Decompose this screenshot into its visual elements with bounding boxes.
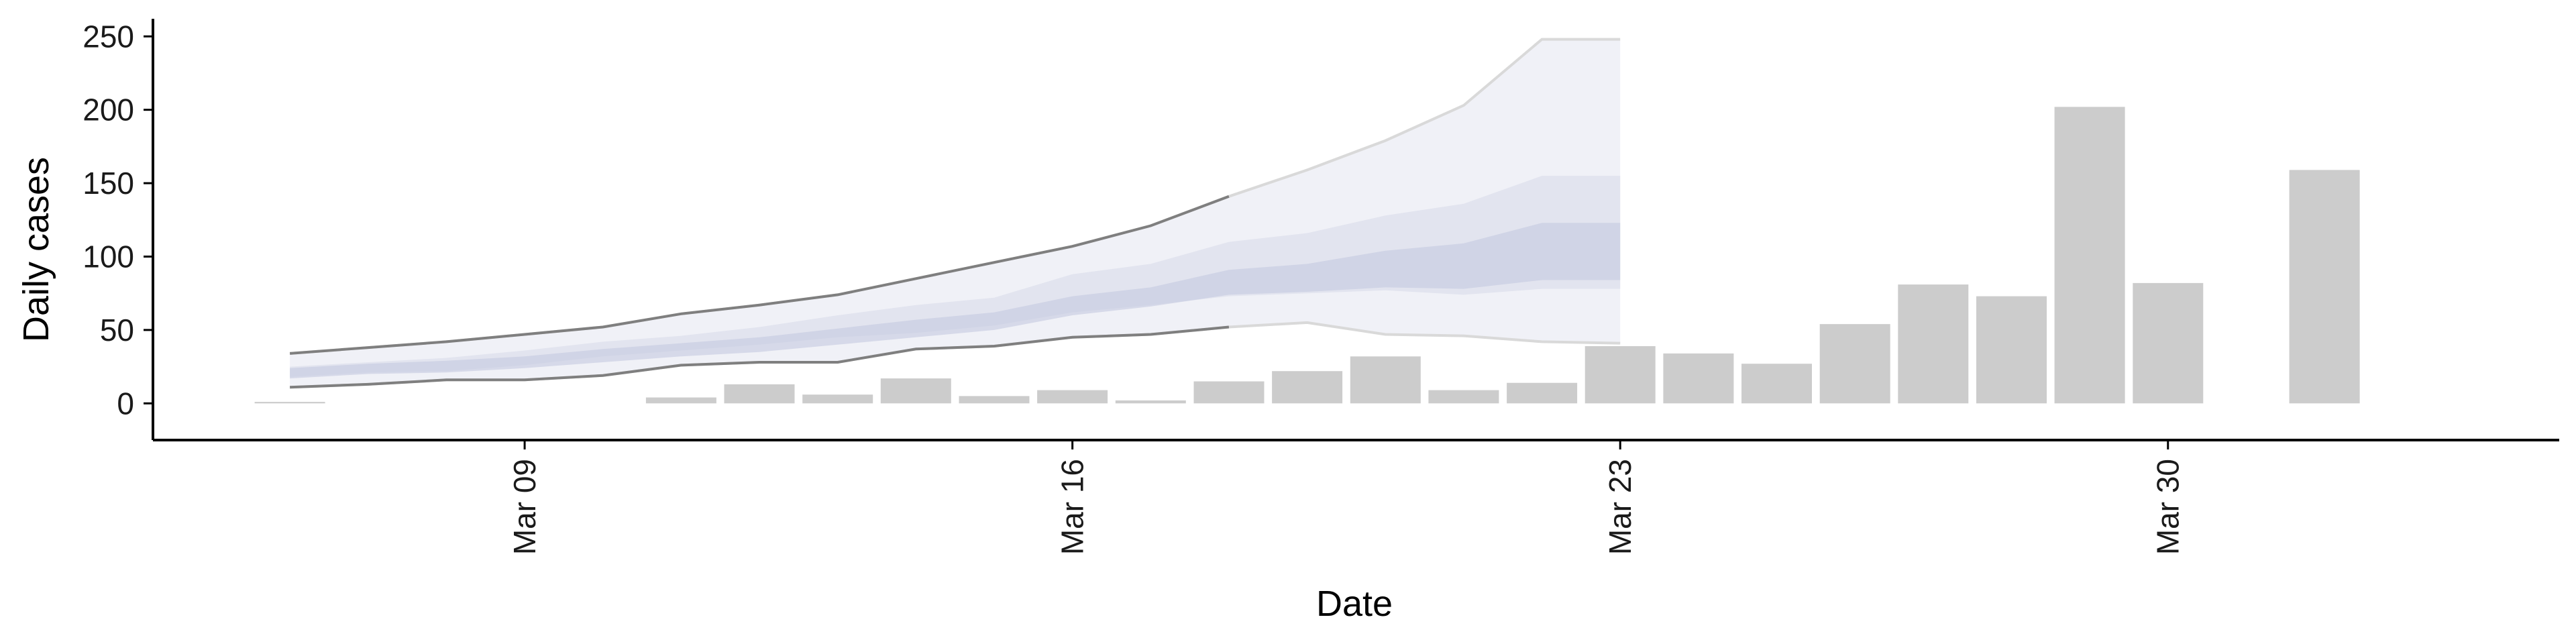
bar-2020-04-01 bbox=[2289, 170, 2360, 404]
band-inner bbox=[290, 223, 1621, 379]
y-tick-label: 200 bbox=[83, 93, 134, 127]
estimate-bands bbox=[289, 38, 1621, 389]
bar-2020-03-18 bbox=[1193, 381, 1265, 404]
band-lower-line bbox=[290, 325, 1230, 389]
bar-2020-03-29 bbox=[2054, 107, 2125, 404]
y-tick-label: 150 bbox=[83, 166, 134, 201]
observed-bars bbox=[254, 107, 2360, 404]
x-tick-label: Mar 23 bbox=[1603, 459, 1638, 555]
axes: 0 50 100 150 200 250 Mar 09 Mar 16 Mar 23 Mar 30 bbox=[83, 19, 2559, 555]
y-tick-label: 0 bbox=[117, 386, 134, 421]
y-tick-label: 250 bbox=[83, 19, 134, 54]
x-tick-label: Mar 16 bbox=[1055, 459, 1090, 555]
bar-2020-03-23 bbox=[1585, 346, 1656, 404]
x-axis-title: Date bbox=[1316, 584, 1393, 624]
x-tick-label: Mar 09 bbox=[507, 459, 542, 555]
bar-2020-03-19 bbox=[1272, 371, 1343, 404]
band-upper-line bbox=[289, 195, 1230, 355]
bar-2020-03-16 bbox=[1037, 390, 1108, 404]
bar-2020-03-11 bbox=[645, 397, 716, 404]
band-outer bbox=[290, 39, 1621, 388]
bar-2020-03-27 bbox=[1898, 284, 1969, 404]
x-tick-label: Mar 30 bbox=[2151, 459, 2186, 555]
bar-2020-03-17 bbox=[1115, 400, 1186, 404]
bar-2020-03-22 bbox=[1507, 382, 1578, 404]
y-tick-label: 100 bbox=[83, 239, 134, 274]
bar-2020-03-06 bbox=[254, 402, 325, 404]
bar-2020-03-30 bbox=[2133, 282, 2204, 404]
bar-2020-03-26 bbox=[1819, 324, 1890, 404]
y-axis-title: Daily cases bbox=[16, 157, 56, 342]
bar-2020-03-24 bbox=[1663, 353, 1734, 404]
bar-2020-03-14 bbox=[880, 378, 951, 404]
bar-2020-03-25 bbox=[1741, 364, 1812, 404]
bar-2020-03-20 bbox=[1350, 356, 1421, 404]
y-tick-label: 50 bbox=[100, 313, 134, 347]
bar-2020-03-15 bbox=[959, 396, 1030, 404]
bar-2020-03-28 bbox=[1976, 296, 2047, 404]
bar-2020-03-12 bbox=[724, 384, 795, 404]
bar-2020-03-21 bbox=[1428, 390, 1499, 404]
bar-2020-03-13 bbox=[802, 394, 873, 404]
